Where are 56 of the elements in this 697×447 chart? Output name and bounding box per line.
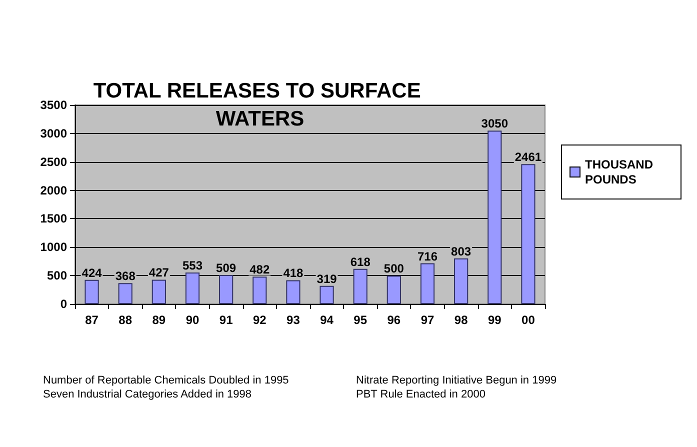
y-tick-label: 500: [46, 268, 68, 283]
data-label: 716: [417, 249, 438, 264]
bar: [219, 275, 234, 304]
data-label: 418: [283, 266, 304, 280]
bar: [353, 268, 368, 304]
bar: [386, 276, 401, 304]
bar: [420, 263, 435, 304]
data-label: 427: [148, 266, 170, 280]
bar: [286, 280, 300, 304]
text: PBT Rule Enacted in 2000: [356, 388, 486, 400]
y-tick-label: 1500: [40, 212, 68, 226]
x-tick-label: 98: [454, 313, 468, 327]
bar: [488, 130, 502, 304]
bar: [185, 272, 200, 304]
bar: [521, 164, 536, 304]
x-tick-label: 99: [488, 313, 502, 327]
text: Nitrate Reporting Initiative Begun in 1999: [356, 374, 557, 386]
y-tick-label: 0: [60, 297, 68, 311]
y-tick-label: 3500: [40, 98, 68, 112]
data-label: 803: [451, 244, 472, 258]
y-tick-label: 3000: [40, 126, 68, 140]
data-label: 482: [250, 262, 270, 277]
x-tick-label: 96: [387, 313, 401, 327]
x-tick-label: 93: [286, 313, 300, 327]
data-label: 618: [350, 254, 371, 269]
x-tick-label: 91: [219, 313, 234, 327]
data-label: 319: [316, 272, 338, 286]
text: Seven Industrial Categories Added in 1998: [43, 388, 252, 400]
y-tick-label: 1000: [40, 240, 68, 254]
data-label: 368: [115, 269, 136, 284]
data-label: 2461: [514, 150, 542, 164]
x-tick-label: 88: [118, 313, 132, 327]
x-tick-label: 94: [320, 313, 334, 327]
text: Number of Reportable Chemicals Doubled in 1995: [43, 374, 289, 386]
x-tick-label: 90: [186, 313, 200, 327]
x-tick-label: 92: [252, 313, 267, 327]
y-tick-label: 2500: [40, 154, 68, 169]
data-label: 553: [182, 258, 203, 273]
bar: [454, 258, 468, 304]
data-label: 424: [82, 266, 102, 280]
y-tick-label: 2000: [40, 183, 68, 198]
bar: [252, 276, 267, 304]
bar: [84, 280, 99, 304]
legend-label: THOUSAND POUNDS: [585, 158, 656, 186]
x-tick-label: 89: [152, 313, 166, 327]
bar: [320, 286, 334, 304]
x-tick-label: 97: [420, 313, 434, 327]
bar: [152, 280, 166, 304]
x-tick-label: 00: [522, 313, 536, 327]
data-label: 3050: [481, 116, 508, 131]
x-tick-label: 87: [85, 313, 99, 327]
data-label: 500: [384, 262, 404, 276]
bar: [118, 283, 132, 304]
chart-title: TOTAL RELEASES TO SURFACE WATERS: [93, 80, 427, 130]
x-tick-label: 95: [354, 313, 368, 327]
data-label: 509: [216, 261, 236, 276]
